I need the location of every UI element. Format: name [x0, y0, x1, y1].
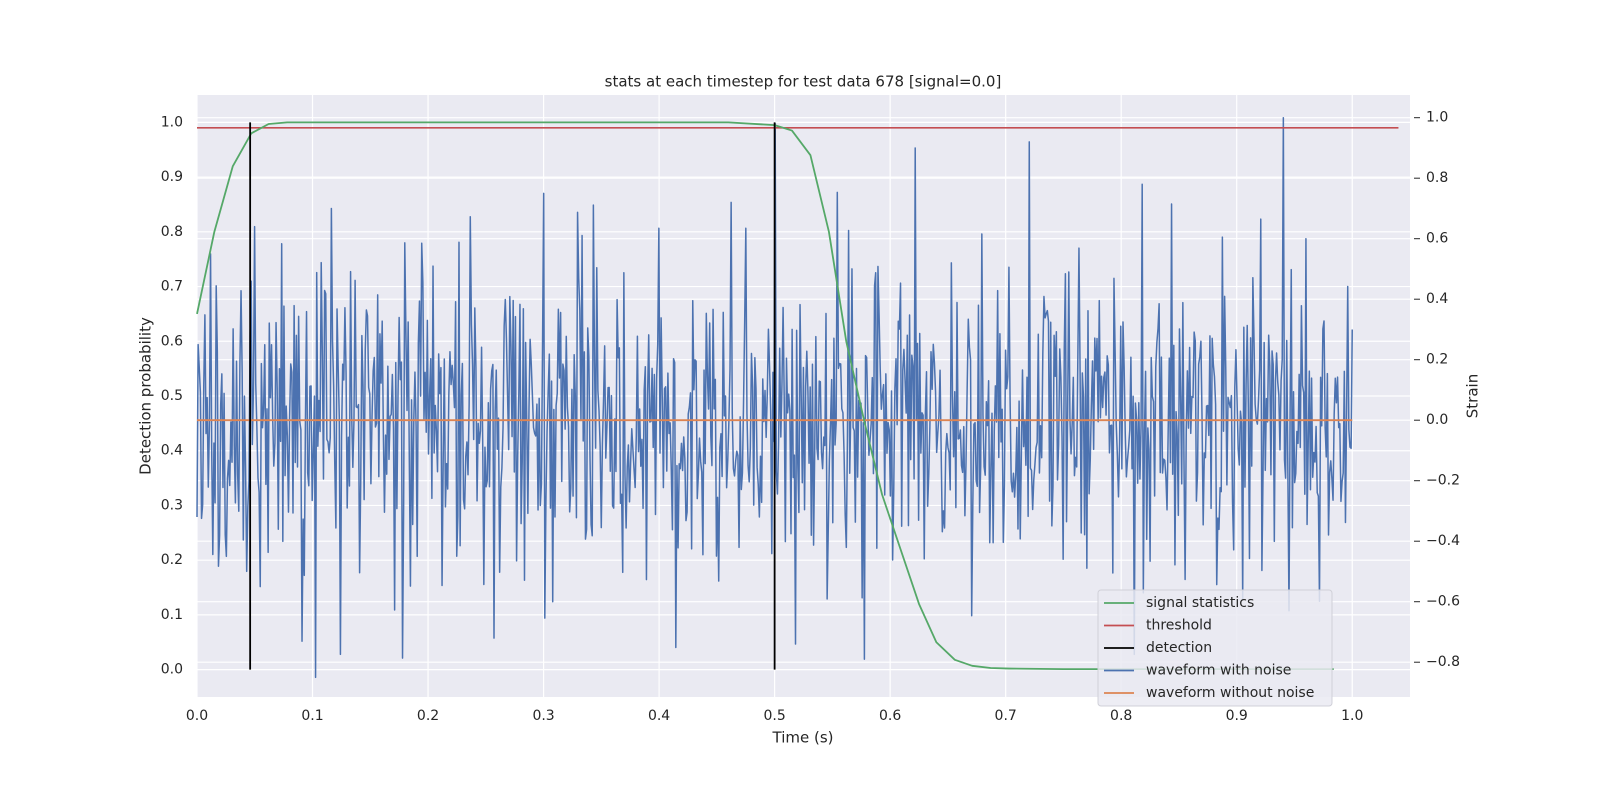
y-right-tick-label: −0.4	[1426, 533, 1460, 549]
y-tick-label: 0.7	[161, 279, 183, 295]
y-tick-label: 0.6	[161, 333, 183, 349]
legend-label: waveform without noise	[1146, 685, 1314, 701]
y-right-tick-label: 0.6	[1426, 231, 1448, 247]
legend-label: detection	[1146, 640, 1212, 656]
x-tick-label: 0.1	[301, 708, 323, 724]
x-tick-label: 0.3	[532, 708, 554, 724]
y-right-tick-label: 0.0	[1426, 412, 1448, 428]
x-tick-label: 1.0	[1341, 708, 1363, 724]
y-right-tick-label: 0.4	[1426, 291, 1448, 307]
legend: signal statistics threshold detection wavef…	[1097, 589, 1333, 707]
y-tick-label: 0.9	[161, 169, 183, 185]
y-right-tick-label: 1.0	[1426, 110, 1448, 126]
y-axis-left: 0.0 0.1 0.2 0.3 0.4 0.5 0.6 0.7 0.8 0.9 1.0	[161, 114, 183, 677]
y-tick-label: 0.8	[161, 224, 183, 240]
y-axis-right: −0.8 −0.6 −0.4 −0.2 0.0 0.2 0.4 0.6 0.8 1.0	[1414, 110, 1460, 670]
x-tick-label: 0.2	[417, 708, 439, 724]
x-tick-label: 0.8	[1110, 708, 1132, 724]
y-tick-label: 0.0	[161, 662, 183, 678]
y-right-tick-label: −0.6	[1426, 594, 1460, 610]
y-right-tick-label: −0.8	[1426, 654, 1460, 670]
y-right-tick-label: 0.2	[1426, 352, 1448, 368]
y-axis-right-label: Strain	[1464, 374, 1482, 418]
x-tick-label: 0.5	[763, 708, 785, 724]
series-signal-statistics	[196, 121, 1334, 670]
x-axis: 0.0 0.1 0.2 0.3 0.4 0.5 0.6 0.7 0.8 0.9 1.0	[186, 708, 1364, 724]
y-tick-label: 0.3	[161, 497, 183, 513]
x-axis-label: Time (s)	[772, 729, 834, 747]
y-right-tick-label: 0.8	[1426, 170, 1448, 186]
y-tick-label: 0.1	[161, 607, 183, 623]
x-tick-label: 0.6	[879, 708, 901, 724]
chart-title: stats at each timestep for test data 678…	[605, 73, 1002, 91]
y-tick-label: 0.5	[161, 388, 183, 404]
legend-label: waveform with noise	[1146, 663, 1291, 679]
series-layer	[196, 116, 1399, 679]
legend-label: signal statistics	[1146, 595, 1254, 611]
y-tick-label: 0.2	[161, 552, 183, 568]
y-tick-label: 0.4	[161, 443, 183, 459]
x-tick-label: 0.9	[1226, 708, 1248, 724]
x-tick-label: 0.7	[995, 708, 1017, 724]
x-tick-label: 0.4	[648, 708, 670, 724]
legend-box	[1097, 589, 1333, 707]
y-right-tick-label: −0.2	[1426, 473, 1460, 489]
legend-label: threshold	[1146, 618, 1212, 634]
y-axis-label: Detection probability	[137, 317, 155, 475]
x-tick-label: 0.0	[186, 708, 208, 724]
y-tick-label: 1.0	[161, 114, 183, 130]
